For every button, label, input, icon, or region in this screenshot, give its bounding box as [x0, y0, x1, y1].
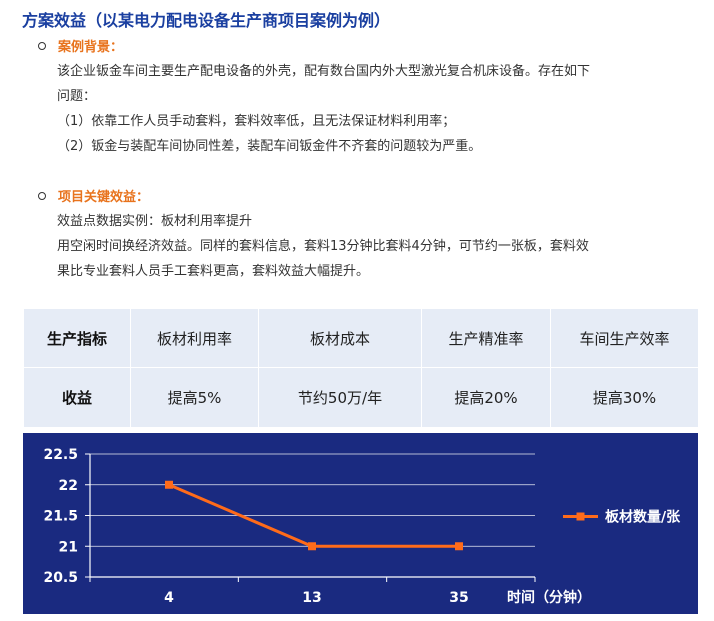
table-cell: 节约50万/年 [258, 367, 422, 428]
x-tick-label: 13 [302, 590, 321, 606]
legend-label: 板材数量/张 [605, 509, 681, 526]
table-cell: 提高20% [421, 367, 551, 428]
table-cell: 提高30% [550, 367, 699, 428]
x-axis-title: 时间（分钟） [507, 589, 591, 606]
paragraph-line: （2）钣金与装配车间协同性差，装配车间钣金件不齐套的问题较为严重。 [57, 139, 482, 154]
y-tick-label: 20.5 [43, 570, 78, 586]
table-header-cell: 生产指标 [23, 308, 131, 368]
paragraph-line: 效益点数据实例：板材利用率提升 [57, 214, 253, 229]
table-cell: 提高5% [130, 367, 259, 428]
page-title: 方案效益（以某电力配电设备生产商项目案例为例） [22, 11, 391, 30]
y-tick-label: 22.5 [43, 447, 78, 463]
x-tick-label: 35 [449, 590, 468, 606]
section-benefit-heading: 项目关键效益： [38, 186, 149, 205]
y-tick-label: 21 [59, 539, 78, 555]
table-row: 收益 提高5% 节约50万/年 提高20% 提高30% [23, 367, 699, 428]
circle-bullet-icon [38, 192, 46, 200]
benefit-table: 生产指标 板材利用率 板材成本 生产精准率 车间生产效率 收益 提高5% 节约5… [23, 308, 699, 428]
chart-svg: 20.5 21 21.5 22 22.5 4 13 35 时间（分钟） 板材数量/张 [43, 447, 681, 606]
paragraph-line: 用空闲时间换经济效益。同样的套料信息，套料13分钟比套料4分钟，可节约一张板，套… [57, 239, 589, 254]
table-row: 生产指标 板材利用率 板材成本 生产精准率 车间生产效率 [23, 308, 699, 368]
paragraph-line: （1）依靠工作人员手动套料，套料效率低，且无法保证材料利用率； [57, 114, 456, 129]
section-heading-label: 案例背景： [58, 40, 124, 55]
table-cell: 生产精准率 [421, 308, 551, 368]
section-background-heading: 案例背景： [38, 36, 123, 55]
paragraph-line: 该企业钣金车间主要生产配电设备的外壳，配有数台国内外大型激光复合机床设备。存在如… [57, 64, 591, 79]
table-cell: 板材利用率 [130, 308, 259, 368]
legend-marker-icon [576, 512, 585, 521]
y-tick-label: 22 [59, 478, 78, 494]
x-tick-label: 4 [164, 590, 174, 606]
paragraph-line: 问题： [57, 89, 97, 104]
line-chart: 20.5 21 21.5 22 22.5 4 13 35 时间（分钟） 板材数量/张 [23, 433, 698, 614]
paragraph-line: 果比专业套料人员手工套料更高，套料效益大幅提升。 [57, 264, 370, 279]
data-point [308, 542, 316, 551]
y-tick-label: 21.5 [43, 509, 78, 525]
table-cell: 板材成本 [258, 308, 422, 368]
section-heading-label: 项目关键效益： [58, 190, 150, 205]
table-header-cell: 收益 [23, 367, 131, 428]
data-point [455, 542, 463, 551]
circle-bullet-icon [38, 42, 46, 50]
section-background-body: 该企业钣金车间主要生产配电设备的外壳，配有数台国内外大型激光复合机床设备。存在如… [57, 59, 702, 159]
section-benefit-body: 效益点数据实例：板材利用率提升 用空闲时间换经济效益。同样的套料信息，套料13分… [57, 209, 702, 284]
data-point [165, 480, 173, 489]
table-cell: 车间生产效率 [550, 308, 699, 368]
